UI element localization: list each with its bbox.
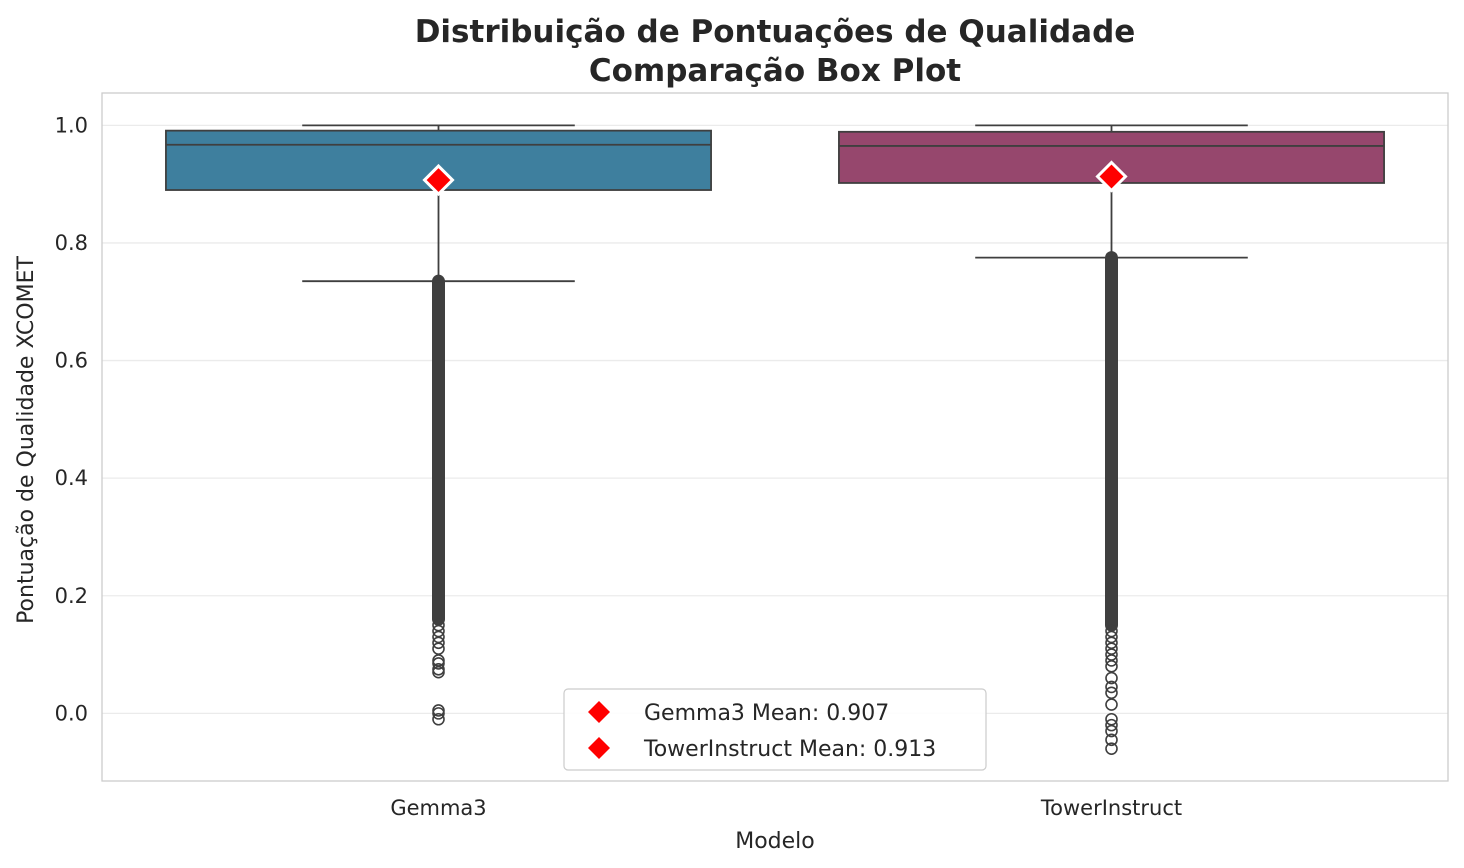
- outlier-point: [432, 657, 445, 670]
- x-axis-label: Modelo: [735, 829, 815, 854]
- plot-frame: [101, 92, 1449, 782]
- outlier-point: [1105, 654, 1118, 667]
- x-tick-label: Gemma3: [390, 796, 486, 820]
- outlier-point: [432, 665, 445, 679]
- chart-title: Distribuição de Pontuações de Qualidade: [415, 14, 1136, 50]
- y-tick-label: 1.0: [55, 113, 88, 137]
- outlier-point: [1105, 724, 1118, 738]
- y-tick-label: 0.8: [55, 231, 88, 255]
- grid-lines: [102, 124, 1448, 715]
- chart-subtitle: Comparação Box Plot: [589, 53, 961, 89]
- outlier-point: [1105, 742, 1118, 755]
- legend-label: TowerInstruct Mean: 0.913: [643, 737, 936, 762]
- outlier-point: [1105, 733, 1118, 747]
- mean-marker: [1095, 160, 1128, 193]
- boxes: [165, 124, 1385, 755]
- legend-marker: [588, 701, 610, 723]
- outlier-point: [1105, 698, 1118, 711]
- legend: Gemma3 Mean: 0.907 TowerInstruct Mean: 0.…: [563, 688, 987, 771]
- outlier-point: [432, 712, 445, 726]
- outlier-point: [1105, 718, 1118, 732]
- y-axis-ticks: 0.0 0.2 0.4 0.6 0.8 1.0: [55, 113, 88, 725]
- outlier-point: [432, 636, 445, 650]
- y-tick-label: 0.2: [55, 584, 88, 608]
- legend-box: [563, 688, 987, 771]
- box-gemma3: [165, 124, 712, 726]
- y-tick-label: 0.6: [55, 349, 88, 373]
- y-tick-label: 0.0: [55, 701, 88, 725]
- x-tick-label: TowerInstruct: [1040, 796, 1182, 820]
- outlier-point: [1105, 671, 1118, 685]
- box-towerinstruct: [838, 124, 1385, 755]
- legend-marker: [588, 737, 610, 759]
- x-axis-ticks: Gemma3 TowerInstruct: [390, 796, 1182, 820]
- mean-marker: [422, 163, 455, 197]
- outlier-point: [1105, 680, 1118, 694]
- legend-label: Gemma3 Mean: 0.907: [644, 701, 889, 726]
- y-tick-label: 0.4: [55, 466, 88, 490]
- y-axis-label: Pontuação de Qualidade XCOMET: [14, 256, 39, 624]
- outlier-point: [432, 707, 445, 720]
